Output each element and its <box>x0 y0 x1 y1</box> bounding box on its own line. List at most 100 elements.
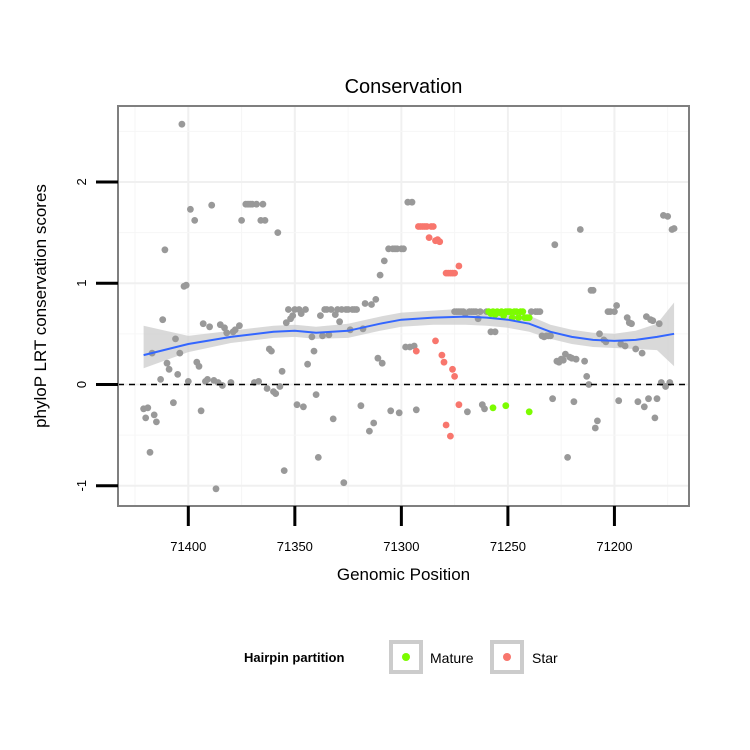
data-point-other <box>670 225 678 232</box>
data-point-star <box>451 269 458 277</box>
data-point-other <box>464 408 471 416</box>
data-point-other <box>278 367 286 375</box>
data-point-other <box>374 354 382 362</box>
data-point-other <box>361 300 369 307</box>
x-tick-label: 71250 <box>490 539 526 554</box>
data-point-other <box>272 390 280 397</box>
data-point-other <box>613 302 620 309</box>
legend-key-mature <box>389 640 423 674</box>
smooth-line <box>143 315 675 357</box>
data-point-other <box>547 332 554 340</box>
data-point-other <box>174 371 182 378</box>
data-point-other <box>255 378 262 385</box>
data-point-other <box>300 403 307 411</box>
data-point-other <box>576 226 584 233</box>
data-point-other <box>308 333 316 341</box>
data-point-other <box>564 454 571 461</box>
data-point-other <box>551 241 559 249</box>
data-point-other <box>276 383 284 390</box>
data-point-other <box>378 359 386 367</box>
points <box>140 120 678 493</box>
data-point-other <box>664 213 672 220</box>
data-point-star <box>432 337 439 345</box>
data-point-other <box>231 326 239 334</box>
data-point-other <box>655 320 663 328</box>
data-point-other <box>410 342 418 350</box>
data-point-other <box>165 365 173 373</box>
data-point-other <box>204 376 211 383</box>
data-point-other <box>376 271 384 279</box>
data-point-other <box>195 362 203 370</box>
data-point-other <box>596 330 603 338</box>
data-point-other <box>157 376 165 383</box>
data-point-other <box>536 308 544 315</box>
data-point-other <box>325 331 333 339</box>
data-point-other <box>594 417 601 425</box>
data-point-other <box>172 335 179 343</box>
data-point-other <box>184 378 192 385</box>
data-point-other <box>370 419 378 427</box>
data-point-other <box>570 398 578 406</box>
data-point-other <box>259 200 267 208</box>
y-tick-label: -1 <box>74 480 89 492</box>
data-point-other <box>327 306 335 313</box>
x-tick-label: 71200 <box>596 539 632 554</box>
data-point-star <box>440 358 448 366</box>
data-point-other <box>589 286 597 294</box>
data-point-other <box>366 427 373 435</box>
data-point-other <box>591 424 599 432</box>
data-point-other <box>572 355 580 363</box>
data-point-other <box>400 245 407 253</box>
data-point-other <box>236 322 243 330</box>
legend-dot-mature <box>402 653 410 661</box>
data-point-other <box>263 385 271 392</box>
data-point-other <box>289 312 297 319</box>
data-point-other <box>336 318 343 326</box>
data-point-other <box>261 217 269 224</box>
y-tick-label: 1 <box>74 280 89 287</box>
data-point-other <box>197 407 205 415</box>
data-point-other <box>223 329 231 337</box>
data-point-other <box>219 382 226 389</box>
data-point-other <box>144 404 152 412</box>
data-point-other <box>268 347 275 355</box>
data-point-other <box>187 205 194 213</box>
data-point-other <box>238 217 246 224</box>
data-point-other <box>651 414 659 422</box>
chart-title: Conservation <box>345 76 463 98</box>
x-tick-label: 71350 <box>277 539 313 554</box>
data-point-other <box>340 479 348 487</box>
data-point-mature <box>489 404 497 412</box>
data-point-other <box>142 414 150 422</box>
data-point-other <box>191 217 199 224</box>
data-point-other <box>319 332 326 340</box>
data-point-other <box>476 308 484 315</box>
data-point-other <box>274 229 282 237</box>
data-point-other <box>387 407 395 415</box>
data-point-other <box>212 485 220 493</box>
data-point-star <box>447 432 454 440</box>
data-point-other <box>380 257 388 265</box>
data-point-other <box>285 306 292 313</box>
plot-panel <box>118 106 689 506</box>
data-point-other <box>161 246 169 254</box>
data-point-other <box>297 310 305 317</box>
legend-key-star <box>490 640 524 674</box>
data-point-other <box>253 200 260 208</box>
data-point-other <box>182 281 190 289</box>
data-point-other <box>368 301 375 308</box>
legend-dot-star <box>503 653 511 661</box>
data-point-other <box>634 398 642 406</box>
y-tick-label: 2 <box>74 178 89 185</box>
data-point-other <box>329 415 337 423</box>
data-point-other <box>559 356 567 364</box>
legend: Hairpin partition Mature Star <box>0 636 750 680</box>
data-point-star <box>449 365 456 373</box>
data-point-other <box>146 448 154 456</box>
data-point-other <box>621 342 629 350</box>
data-point-other <box>649 317 657 325</box>
data-point-other <box>491 328 499 336</box>
data-point-other <box>302 306 309 313</box>
data-point-other <box>645 395 652 403</box>
data-point-other <box>615 397 623 405</box>
